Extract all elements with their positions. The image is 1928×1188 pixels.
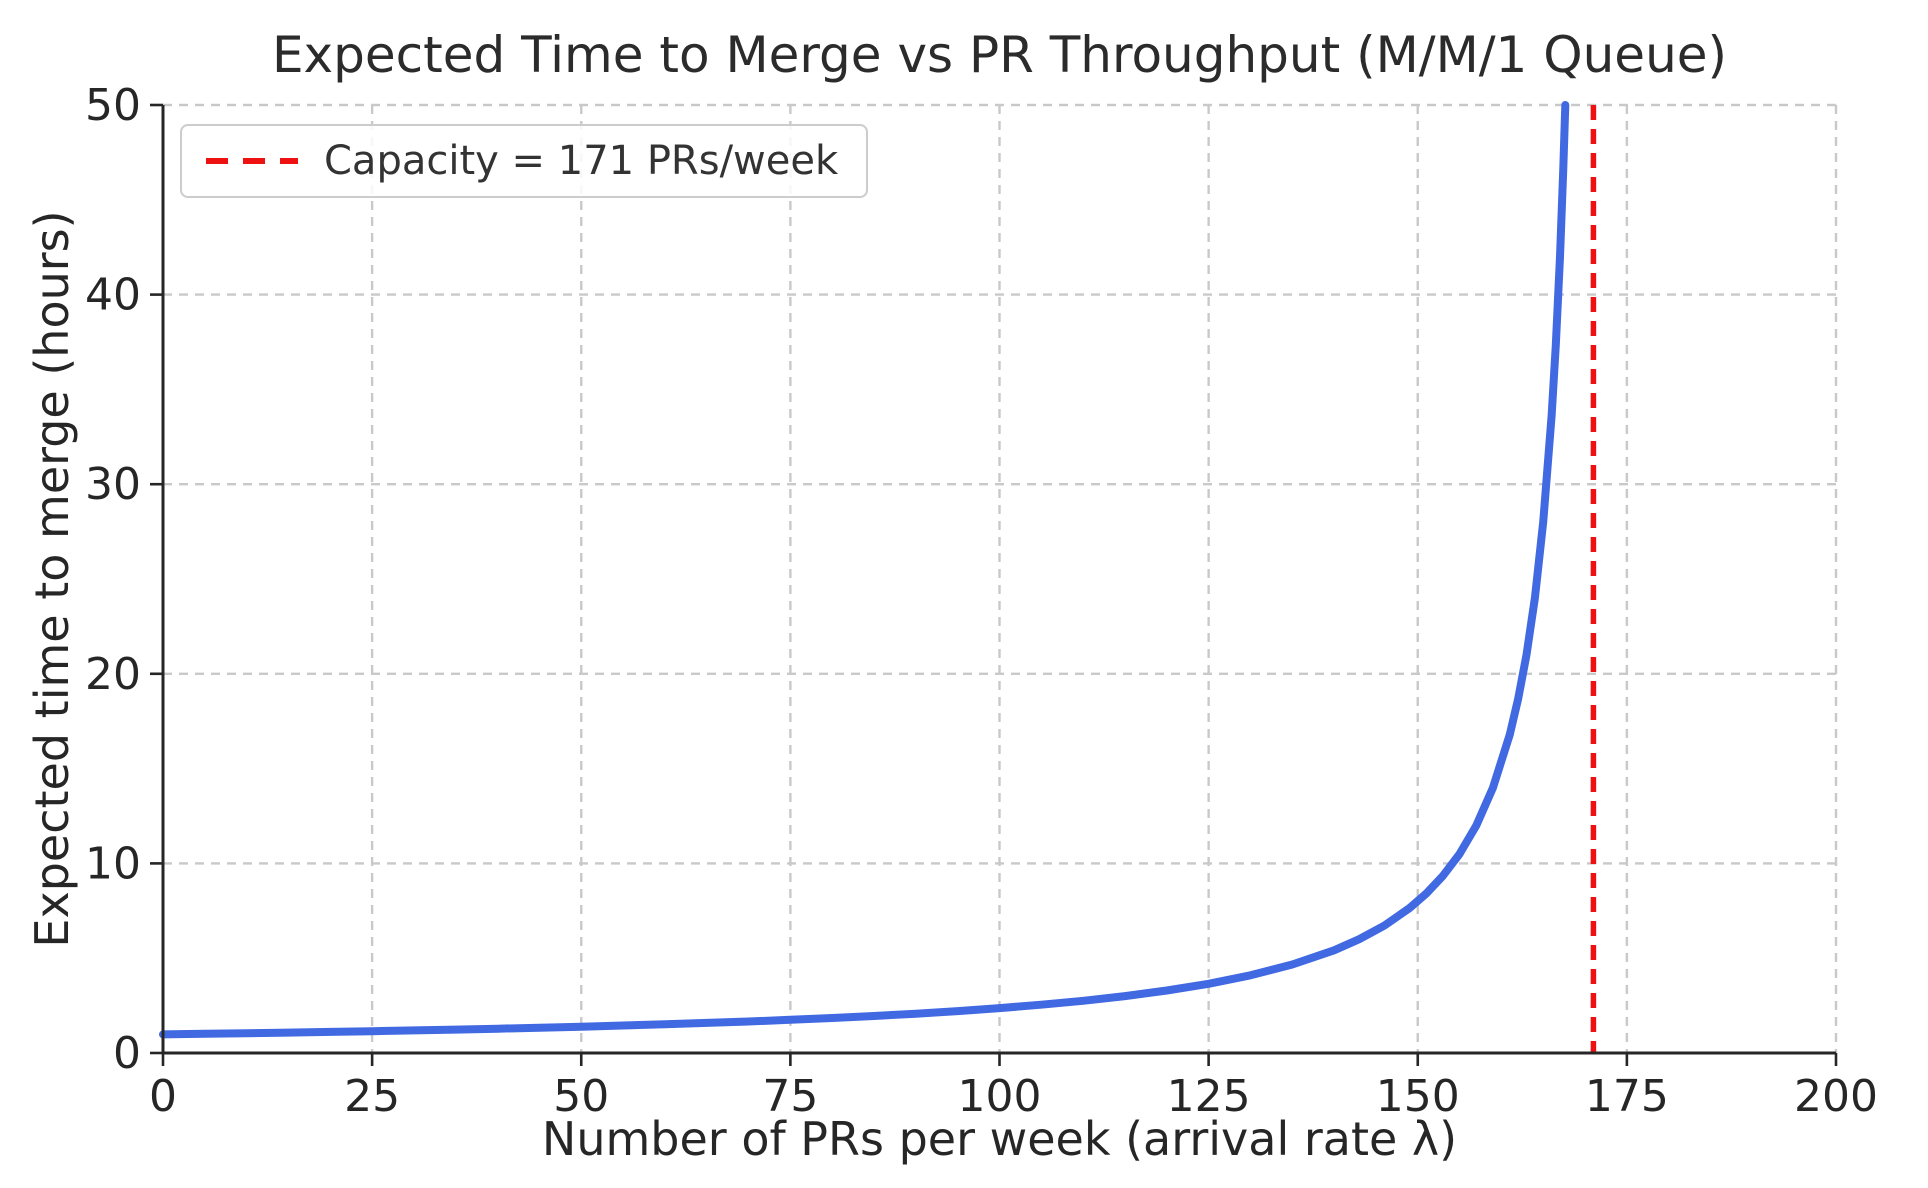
y-tick-label: 50 <box>85 80 141 131</box>
x-tick-label: 200 <box>1794 1071 1878 1122</box>
x-tick-label: 25 <box>344 1071 400 1122</box>
x-tick-label: 125 <box>1167 1071 1251 1122</box>
x-tick-label: 100 <box>958 1071 1042 1122</box>
legend: Capacity = 171 PRs/week <box>180 124 869 198</box>
x-tick-label: 75 <box>762 1071 818 1122</box>
x-tick-label: 150 <box>1376 1071 1460 1122</box>
curve-expected-time <box>159 101 1570 1039</box>
tick-labels: 0 25 50 75 100 125 150 175 200 0 10 20 30 40 50 <box>85 80 1878 1122</box>
y-tick-label: 10 <box>85 838 141 889</box>
y-tick-label: 0 <box>113 1028 141 1079</box>
y-tick-label: 20 <box>85 649 141 700</box>
tick-marks <box>150 103 1838 1066</box>
legend-dashed-line-icon <box>206 158 298 164</box>
legend-label: Capacity = 171 PRs/week <box>324 138 839 184</box>
gridlines <box>163 103 1838 1053</box>
x-tick-label: 0 <box>149 1071 177 1122</box>
y-tick-label: 40 <box>85 270 141 321</box>
x-tick-label: 50 <box>553 1071 609 1122</box>
x-tick-label: 175 <box>1585 1071 1669 1122</box>
y-tick-label: 30 <box>85 459 141 510</box>
chart-title: Expected Time to Merge vs PR Throughput … <box>271 26 1728 84</box>
x-axis-label: Number of PRs per week (arrival rate λ) <box>541 1112 1458 1166</box>
